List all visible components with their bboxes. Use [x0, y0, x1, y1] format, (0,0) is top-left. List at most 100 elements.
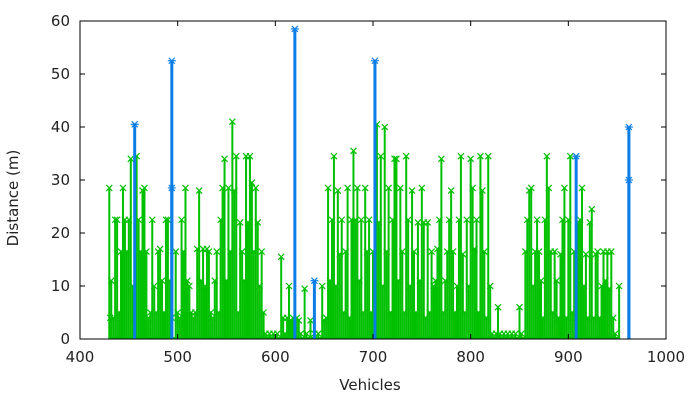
x-tick-label: 500 — [163, 348, 192, 366]
green-point-marker — [178, 216, 185, 224]
blue-point-marker — [624, 123, 633, 131]
y-tick-label: 0 — [60, 330, 70, 348]
green-point-marker — [518, 330, 525, 338]
green-point-marker — [385, 184, 393, 192]
blue-point-marker — [167, 184, 176, 192]
green-point-marker — [512, 330, 520, 338]
green-point-marker — [381, 123, 389, 131]
green-point-marker — [365, 216, 373, 224]
green-point-marker — [459, 250, 467, 258]
green-point-marker — [156, 245, 164, 253]
blue-point-marker — [370, 57, 379, 65]
green-point-marker — [357, 216, 365, 224]
blue-point-marker — [130, 120, 139, 128]
green-point-marker — [414, 218, 422, 226]
green-point-marker — [447, 187, 455, 195]
green-point-marker — [232, 152, 240, 160]
green-point-marker — [107, 277, 115, 285]
green-point-marker — [184, 277, 191, 285]
x-tick-label: 900 — [554, 348, 583, 366]
green-point-marker — [236, 218, 244, 226]
green-point-marker — [609, 314, 617, 322]
green-point-marker — [158, 277, 166, 285]
green-point-marker — [615, 282, 623, 290]
green-point-marker — [318, 282, 326, 290]
y-axis: 0 10 20 30 40 50 60 — [51, 12, 666, 348]
green-point-marker — [205, 248, 213, 255]
green-point-marker — [148, 216, 156, 224]
green-point-marker — [301, 285, 309, 293]
green-point-marker — [428, 248, 436, 255]
green-point-marker — [113, 216, 121, 224]
green-point-marker — [353, 184, 361, 192]
blue-point-marker — [572, 152, 581, 160]
green-point-marker — [119, 184, 127, 192]
green-point-marker — [141, 184, 148, 192]
y-tick-label: 20 — [51, 224, 70, 242]
y-tick-label: 30 — [51, 171, 70, 189]
green-point-marker — [207, 309, 215, 316]
green-point-marker — [350, 147, 357, 155]
green-point-marker — [545, 184, 553, 192]
green-point-marker — [551, 248, 559, 255]
green-point-marker — [174, 309, 182, 316]
green-point-marker — [578, 184, 586, 192]
green-point-marker — [480, 248, 488, 255]
green-point-marker — [463, 216, 471, 224]
green-point-marker — [533, 216, 541, 224]
x-axis-label: Vehicles — [339, 376, 401, 394]
green-point-marker — [330, 152, 338, 160]
green-point-marker — [297, 330, 305, 338]
green-point-marker — [566, 152, 574, 160]
green-point-marker — [185, 282, 193, 290]
green-point-marker — [246, 152, 254, 160]
green-point-marker — [449, 248, 457, 255]
green-point-marker — [582, 250, 590, 258]
x-tick-label: 600 — [261, 348, 290, 366]
green-point-marker — [457, 152, 465, 160]
blue-series — [130, 25, 633, 339]
green-point-marker — [164, 216, 172, 224]
green-point-marker — [561, 184, 568, 192]
green-point-marker — [408, 187, 416, 195]
green-point-marker — [467, 155, 475, 163]
green-point-marker — [437, 155, 445, 163]
green-point-marker — [142, 248, 150, 255]
green-point-marker — [404, 216, 412, 224]
green-point-marker — [469, 184, 477, 192]
green-point-marker — [221, 155, 228, 163]
green-point-marker — [398, 248, 406, 255]
green-point-marker — [295, 317, 303, 324]
x-tick-label: 700 — [359, 348, 388, 366]
green-series — [105, 118, 623, 339]
y-tick-label: 10 — [51, 277, 70, 295]
green-point-marker — [260, 309, 268, 316]
green-point-marker — [553, 277, 561, 285]
x-tick-label: 1000 — [647, 348, 685, 366]
blue-point-marker — [290, 25, 299, 33]
green-point-marker — [611, 330, 619, 338]
green-point-marker — [418, 184, 426, 192]
green-point-marker — [225, 184, 232, 192]
green-point-marker — [254, 218, 262, 226]
green-point-marker — [377, 152, 385, 160]
green-point-marker — [135, 216, 143, 224]
green-point-marker — [594, 248, 602, 255]
y-tick-label: 50 — [51, 65, 70, 83]
x-tick-label: 800 — [456, 348, 485, 366]
green-point-marker — [484, 152, 492, 160]
green-point-marker — [494, 303, 502, 311]
green-point-marker — [248, 179, 256, 187]
green-point-marker — [307, 317, 314, 324]
green-point-marker — [537, 277, 545, 285]
green-point-marker — [486, 282, 494, 290]
green-point-marker — [344, 184, 352, 192]
green-point-marker — [314, 330, 322, 338]
green-point-marker — [303, 330, 311, 338]
x-axis: 400 500 600 700 800 900 1000 — [66, 21, 685, 366]
x-tick-label: 400 — [66, 348, 95, 366]
green-point-marker — [182, 184, 189, 192]
green-point-marker — [588, 205, 596, 213]
green-point-marker — [477, 152, 484, 160]
green-point-marker — [105, 184, 113, 192]
